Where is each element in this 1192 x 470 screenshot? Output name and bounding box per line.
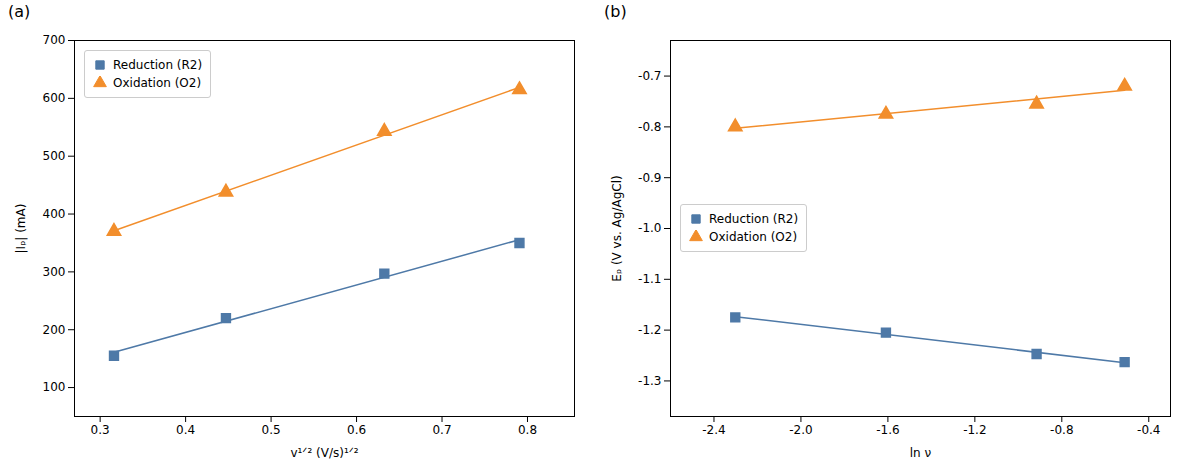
svg-text:-2.4: -2.4 [702, 423, 725, 437]
svg-text:-1.2: -1.2 [963, 423, 986, 437]
svg-text:0.3: 0.3 [91, 423, 110, 437]
svg-text:0.7: 0.7 [432, 423, 451, 437]
svg-text:-1.6: -1.6 [876, 423, 899, 437]
svg-text:-0.8: -0.8 [638, 120, 661, 134]
svg-text:|Iₚ| (mA): |Iₚ| (mA) [14, 204, 28, 254]
svg-text:500: 500 [43, 149, 66, 163]
svg-text:400: 400 [43, 207, 66, 221]
svg-text:-0.7: -0.7 [638, 69, 661, 83]
svg-text:600: 600 [43, 91, 66, 105]
svg-text:0.4: 0.4 [176, 423, 195, 437]
html-text:(a): (a) [8, 2, 31, 21]
html-text:Oxidation (O2): Oxidation (O2) [113, 76, 202, 90]
html-text:(b): (b) [604, 2, 627, 21]
svg-text:-0.4: -0.4 [1137, 423, 1160, 437]
svg-text:ln ν: ln ν [910, 446, 932, 460]
svg-text:-1.3: -1.3 [638, 374, 661, 388]
svg-text:0.8: 0.8 [518, 423, 537, 437]
svg-text:-0.9: -0.9 [638, 171, 661, 185]
svg-text:-1.2: -1.2 [638, 323, 661, 337]
svg-text:0.6: 0.6 [347, 423, 366, 437]
svg-text:0.5: 0.5 [262, 423, 281, 437]
svg-text:-2.0: -2.0 [789, 423, 812, 437]
svg-text:v¹ᐟ² (V/s)¹ᐟ²: v¹ᐟ² (V/s)¹ᐟ² [290, 446, 358, 460]
svg-text:Eₚ (V vs. Ag/AgCl): Eₚ (V vs. Ag/AgCl) [610, 175, 624, 281]
svg-text:300: 300 [43, 265, 66, 279]
svg-text:-1.0: -1.0 [638, 221, 661, 235]
html-text:Reduction (R2): Reduction (R2) [709, 212, 799, 226]
svg-text:700: 700 [43, 33, 66, 47]
svg-text:100: 100 [43, 380, 66, 394]
html-text:Reduction (R2): Reduction (R2) [113, 58, 203, 72]
html-text:Oxidation (O2): Oxidation (O2) [709, 230, 798, 244]
svg-text:-1.1: -1.1 [638, 272, 661, 286]
svg-text:200: 200 [43, 323, 66, 337]
svg-text:-0.8: -0.8 [1050, 423, 1073, 437]
